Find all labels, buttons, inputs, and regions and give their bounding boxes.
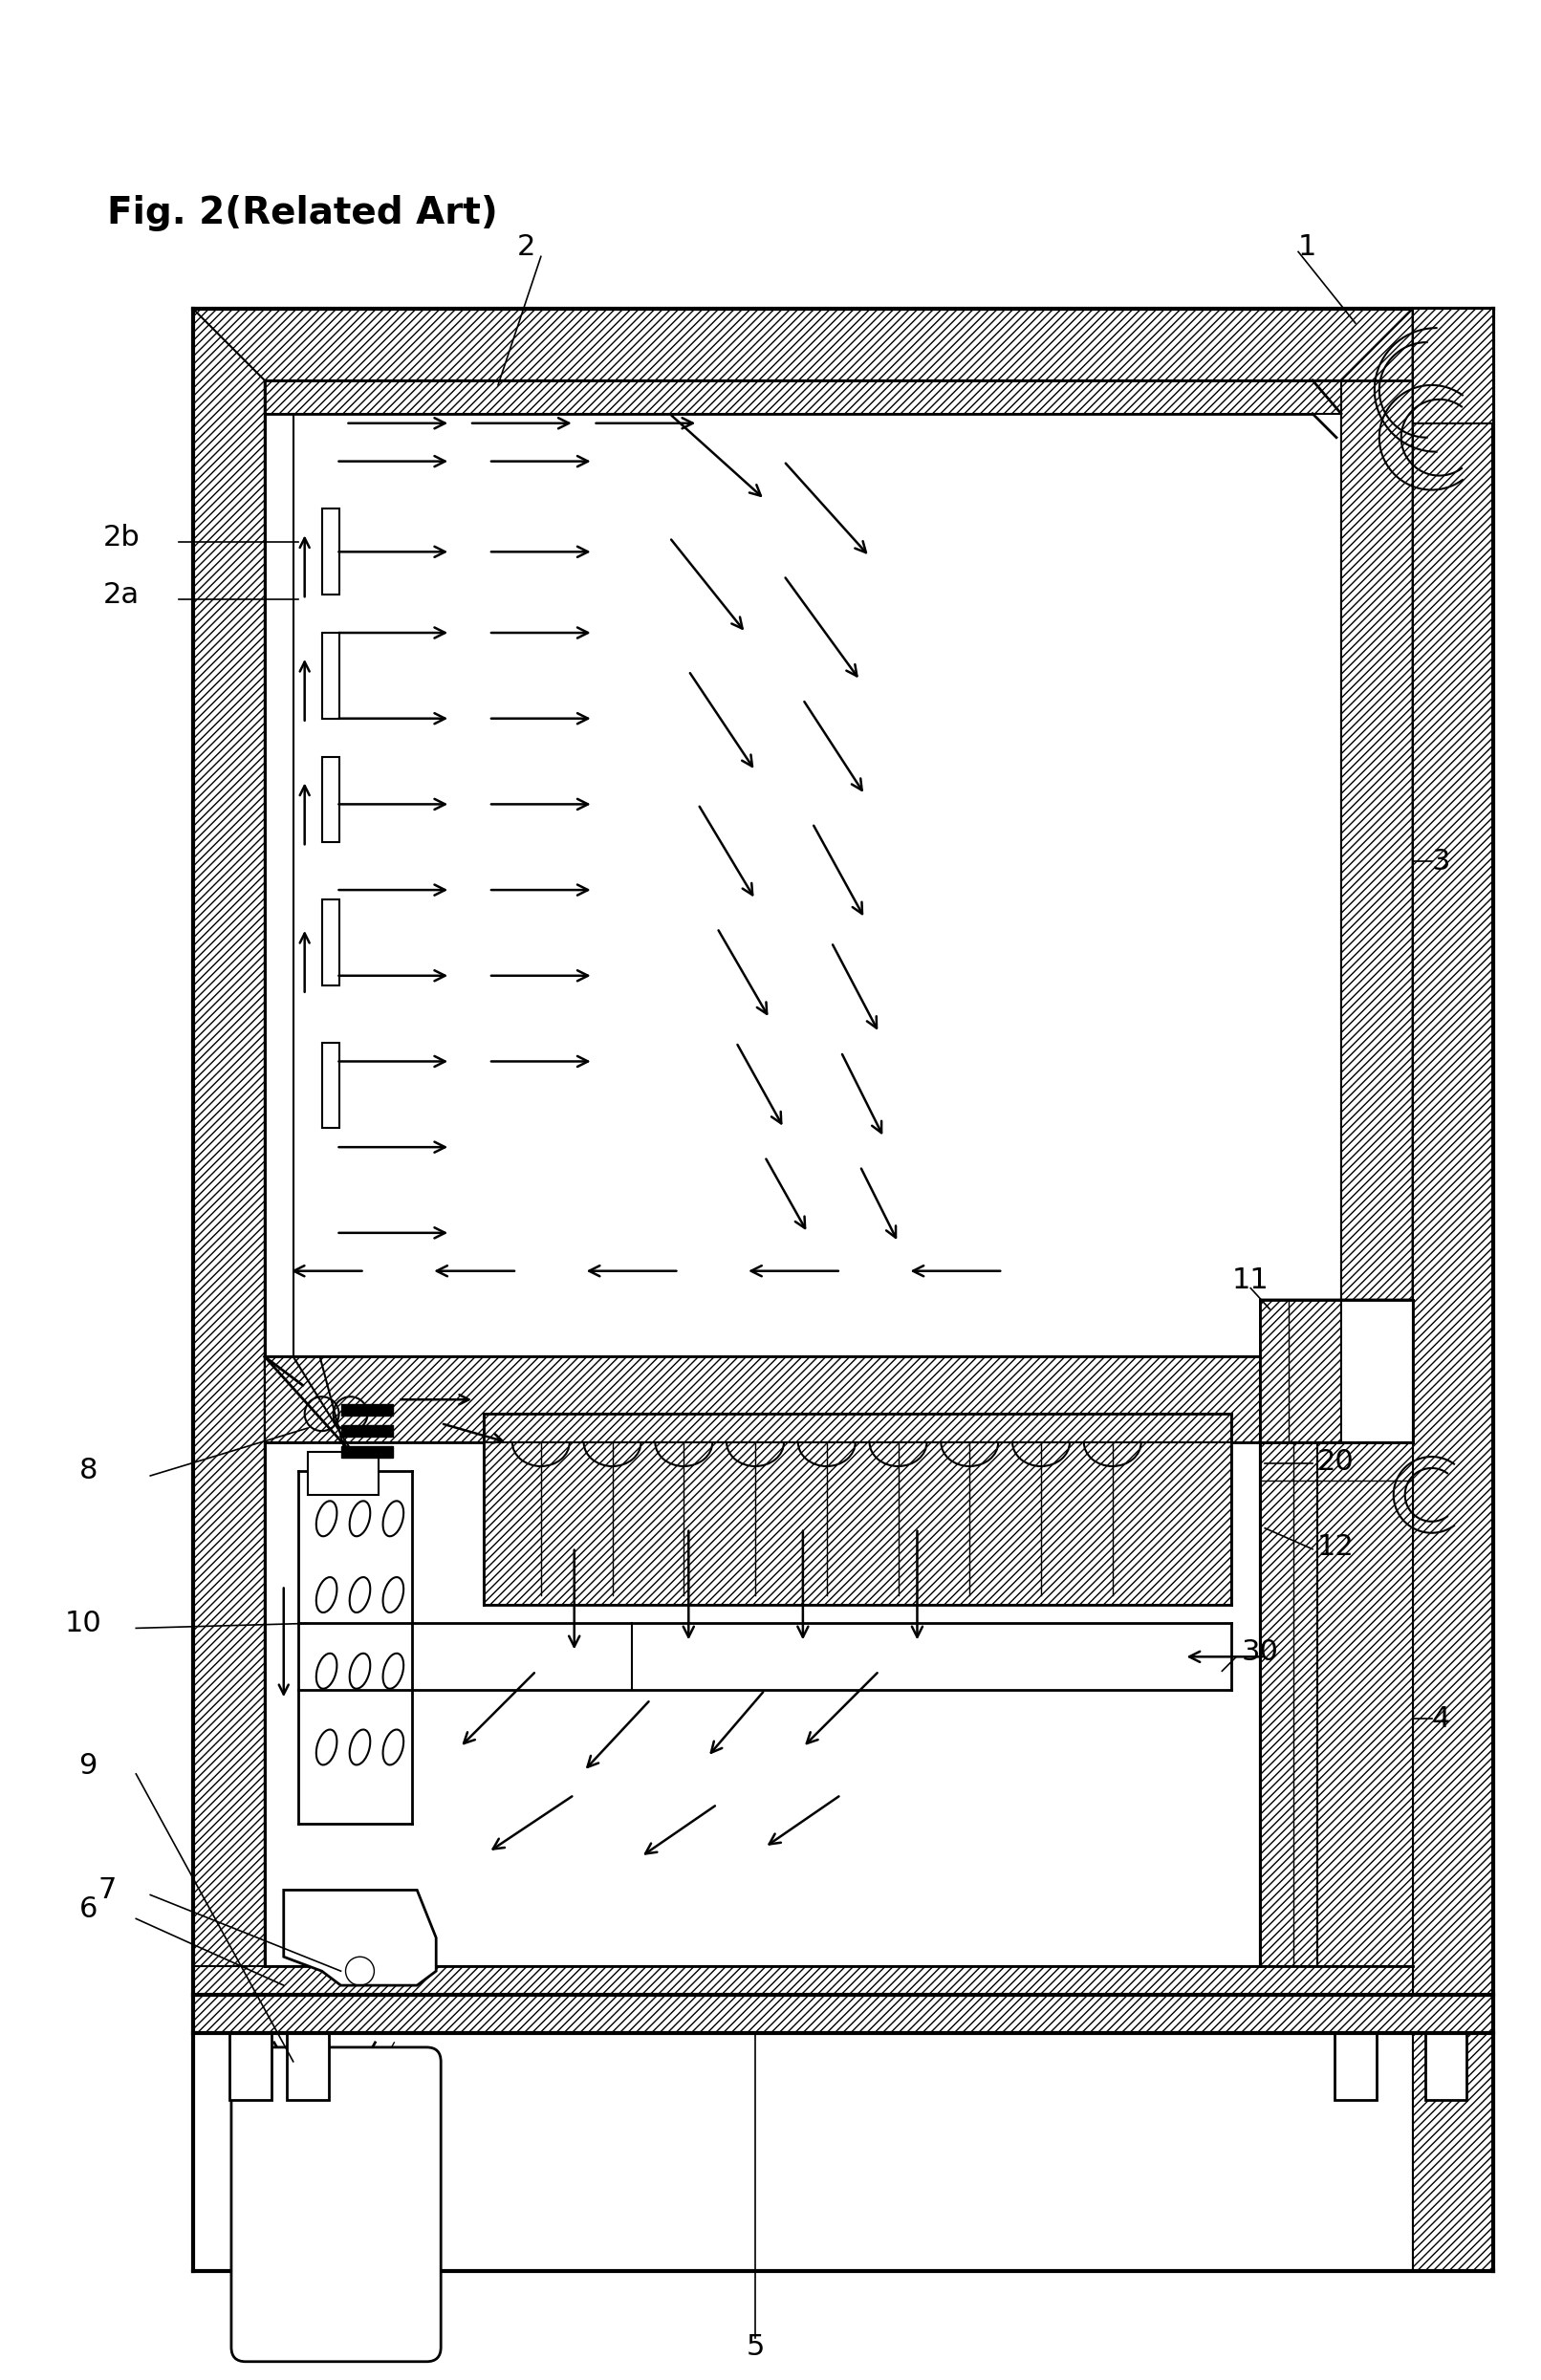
Text: 2a: 2a xyxy=(103,581,139,609)
Polygon shape xyxy=(265,1357,1261,1442)
Text: 6: 6 xyxy=(79,1894,97,1923)
Bar xyxy=(484,1414,1231,1604)
Text: 8: 8 xyxy=(79,1457,97,1485)
Text: 3: 3 xyxy=(1432,847,1450,876)
Bar xyxy=(322,633,339,719)
Text: 11: 11 xyxy=(1231,1266,1268,1295)
Text: 4: 4 xyxy=(1432,1704,1450,1733)
Text: 30: 30 xyxy=(1241,1637,1279,1666)
Bar xyxy=(193,1994,1493,2033)
Polygon shape xyxy=(1413,309,1493,2271)
Text: 1: 1 xyxy=(1298,233,1318,262)
Bar xyxy=(322,1042,339,1128)
Bar xyxy=(1335,2033,1376,2099)
Polygon shape xyxy=(284,1890,436,1985)
Bar xyxy=(341,1426,393,1438)
Polygon shape xyxy=(193,309,265,1966)
FancyBboxPatch shape xyxy=(231,2047,441,2361)
Polygon shape xyxy=(1261,309,1413,1442)
Bar xyxy=(287,2033,328,2099)
Bar xyxy=(230,2033,271,2099)
Text: 5: 5 xyxy=(746,2332,764,2361)
Bar xyxy=(322,509,339,595)
Bar xyxy=(322,900,339,985)
Text: 12: 12 xyxy=(1318,1533,1355,1561)
Polygon shape xyxy=(1261,1442,1413,1966)
Text: 2b: 2b xyxy=(103,524,140,552)
Polygon shape xyxy=(265,381,1341,414)
Bar xyxy=(341,1447,393,1457)
Text: 10: 10 xyxy=(65,1609,102,1637)
Bar xyxy=(308,1452,379,1495)
Polygon shape xyxy=(1261,1442,1413,1966)
Text: 7: 7 xyxy=(99,1875,117,1904)
Polygon shape xyxy=(193,1966,1413,2018)
Text: Fig. 2(Related Art): Fig. 2(Related Art) xyxy=(108,195,498,231)
Text: 20: 20 xyxy=(1318,1447,1355,1476)
Polygon shape xyxy=(1413,309,1493,424)
Polygon shape xyxy=(193,309,1413,381)
Text: 9: 9 xyxy=(79,1752,97,1780)
Bar xyxy=(1413,309,1489,2271)
Bar xyxy=(322,757,339,843)
Bar xyxy=(1425,2033,1467,2099)
Text: 2: 2 xyxy=(518,233,536,262)
Bar xyxy=(341,1404,393,1416)
